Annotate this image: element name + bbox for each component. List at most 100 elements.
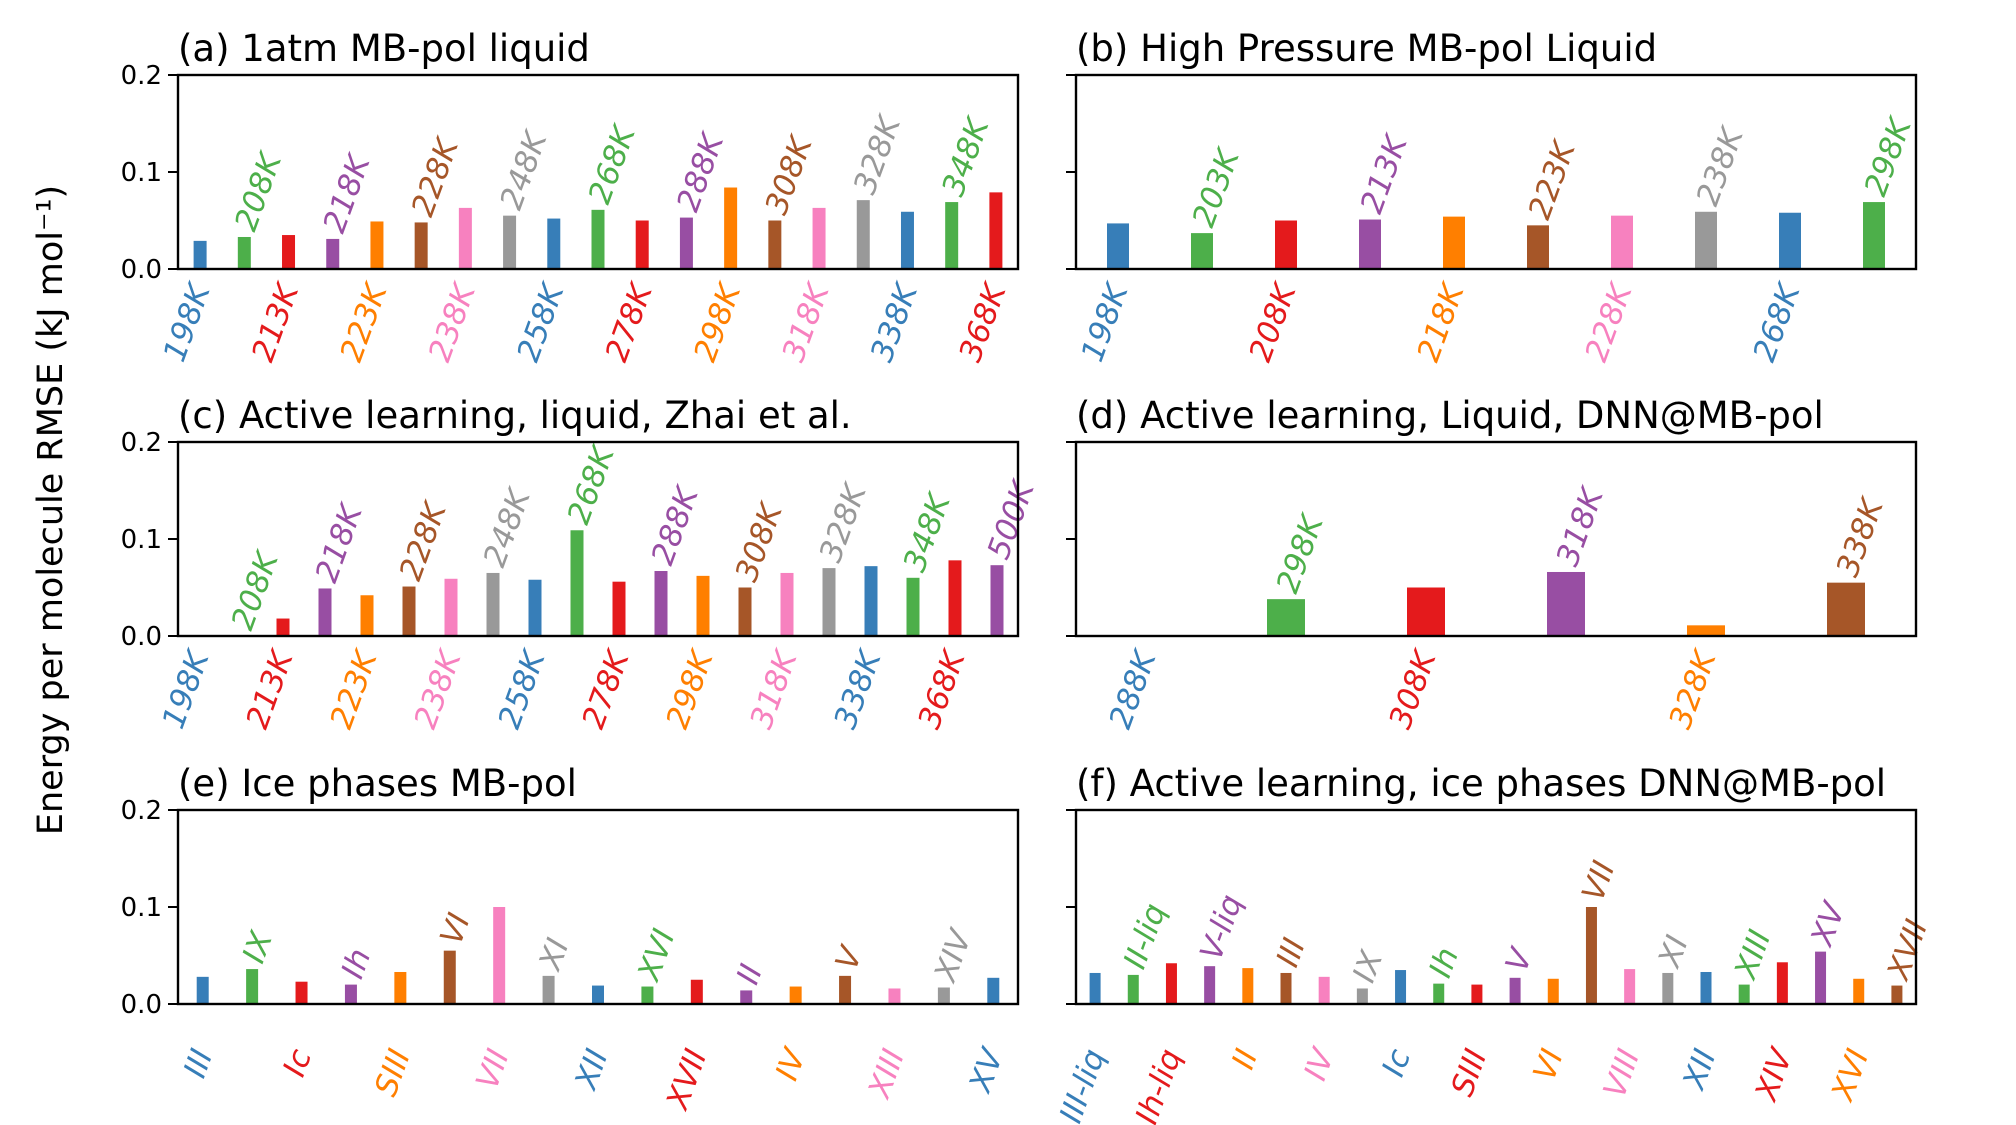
bar-label: 258K [491, 644, 553, 734]
bar [1624, 969, 1636, 1004]
bar [822, 568, 836, 636]
bar-label: 238K [407, 644, 469, 734]
bar-label: XVI [1824, 1044, 1876, 1107]
bar [486, 572, 500, 636]
bar [1318, 976, 1330, 1004]
bar [493, 907, 506, 1004]
bar-label: III [177, 1044, 220, 1082]
bar [1695, 211, 1717, 269]
bar [1547, 978, 1559, 1004]
bar [948, 560, 962, 636]
bar [1585, 907, 1597, 1004]
bar [394, 971, 407, 1004]
bar [542, 975, 555, 1004]
bar-label: III-liq [1053, 1044, 1113, 1125]
bar [1242, 968, 1254, 1004]
bar [1687, 625, 1725, 636]
panel-title: (e) Ice phases MB-pol [178, 762, 577, 805]
bar-label: 208K [228, 146, 290, 236]
panel-title: (b) High Pressure MB-pol Liquid [1076, 27, 1657, 70]
bar [318, 588, 332, 636]
bar-label: 223K [333, 277, 395, 367]
bar [414, 222, 428, 269]
bar-label: IX [236, 926, 280, 968]
bar [1509, 977, 1521, 1004]
bar-label: 298K [1858, 111, 1920, 201]
y-tick-label: 0.1 [121, 158, 162, 188]
bar [1407, 587, 1445, 636]
bar [724, 187, 738, 269]
bar [839, 975, 852, 1004]
panel-c: (c) Active learning, liquid, Zhai et al.… [121, 394, 1043, 733]
bar-label: 248K [493, 125, 555, 215]
bar [1089, 972, 1101, 1004]
bar-label: 218K [1410, 277, 1472, 367]
bar [1433, 983, 1445, 1004]
y-tick-label: 0.1 [121, 893, 162, 923]
bar-label: V-liq [1193, 890, 1250, 965]
bar-label: Ih [335, 944, 379, 983]
y-axis-label: Energy per molecule RMSE (kJ mol⁻¹) [31, 185, 71, 835]
bar-label: XV [1804, 896, 1854, 953]
bar-label: SIII [1444, 1044, 1494, 1101]
bar [1779, 212, 1801, 269]
bar-label: 348K [935, 111, 997, 201]
bar-label: 228K [405, 132, 467, 222]
y-tick-label: 0.2 [121, 428, 162, 458]
bar-label: 308K [729, 497, 791, 587]
bar-label: IV [769, 1042, 814, 1085]
bar-label: 500K [981, 474, 1043, 564]
bar [937, 987, 950, 1004]
bar-label: 228K [1578, 277, 1640, 367]
bar [990, 565, 1004, 636]
bar-label: XVI [630, 924, 682, 987]
bar-label: Ic [1375, 1044, 1418, 1081]
bar [402, 586, 416, 636]
bar [1700, 971, 1712, 1004]
bar [547, 218, 561, 269]
bar-label: 328K [813, 477, 875, 567]
y-tick-label: 0.0 [121, 990, 162, 1020]
bar [1107, 223, 1129, 269]
bar [1815, 951, 1827, 1004]
bar [679, 217, 693, 269]
bar [443, 950, 456, 1004]
bar-label: 338K [1830, 492, 1892, 582]
bar [789, 986, 802, 1004]
bar [900, 211, 914, 269]
bar-label: 203K [1186, 142, 1248, 232]
bar-label: 328K [847, 109, 909, 199]
bar-label: 288K [1102, 644, 1164, 734]
bar-label: XV [962, 1042, 1012, 1099]
bar-label: 278K [575, 644, 637, 734]
bar-label: 368K [952, 277, 1014, 367]
bar [812, 207, 826, 269]
y-tick-label: 0.0 [121, 622, 162, 652]
bar-label: 213K [245, 277, 307, 367]
bar [1359, 219, 1381, 269]
bar-label: 208K [1242, 277, 1304, 367]
bar [1827, 582, 1865, 636]
bar [1443, 216, 1465, 269]
bar [246, 969, 259, 1004]
bar-label: II [730, 960, 770, 990]
bar-label: III [1270, 934, 1313, 972]
bar [738, 587, 752, 636]
bar-label: 278K [599, 277, 661, 367]
bar [570, 530, 584, 636]
bar-label: 238K [422, 277, 484, 367]
bar-label: XI [1651, 931, 1696, 974]
bar-label: V [1499, 942, 1541, 977]
bar [1204, 966, 1216, 1004]
bar-label: 218K [316, 148, 378, 238]
bar-label: 368K [911, 644, 973, 734]
bar-label: XVII [1880, 915, 1935, 986]
panel-title: (d) Active learning, Liquid, DNN@MB-pol [1076, 394, 1824, 437]
bar [503, 215, 517, 269]
bar-label: 248K [477, 482, 539, 572]
bar [276, 618, 290, 636]
bar-label: Ih [1422, 943, 1466, 982]
bar [444, 578, 458, 636]
bar [989, 192, 1003, 269]
